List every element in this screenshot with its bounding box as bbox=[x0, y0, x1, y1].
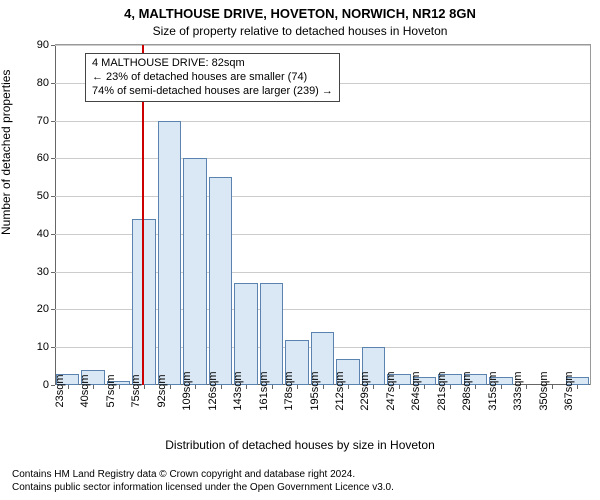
x-tick-mark bbox=[552, 385, 553, 389]
x-tick-mark bbox=[195, 385, 196, 389]
x-tick-label: 40sqm bbox=[79, 374, 91, 407]
x-tick-label: 92sqm bbox=[156, 374, 168, 407]
y-tick-label: 0 bbox=[43, 379, 49, 391]
y-tick-label: 10 bbox=[37, 341, 49, 353]
y-tick-mark bbox=[51, 272, 55, 273]
x-tick-label: 315sqm bbox=[487, 371, 499, 410]
annotation-line: 4 MALTHOUSE DRIVE: 82sqm bbox=[92, 57, 333, 71]
x-tick-label: 281sqm bbox=[436, 371, 448, 410]
x-tick-mark bbox=[68, 385, 69, 389]
gridline bbox=[55, 121, 590, 122]
y-tick-label: 30 bbox=[37, 266, 49, 278]
plot-area: 010203040506070809023sqm40sqm57sqm75sqm9… bbox=[55, 44, 591, 385]
footer-line-2: Contains public sector information licen… bbox=[12, 482, 394, 495]
x-tick-label: 212sqm bbox=[334, 371, 346, 410]
x-tick-mark bbox=[246, 385, 247, 389]
gridline bbox=[55, 196, 590, 197]
x-tick-label: 298sqm bbox=[461, 371, 473, 410]
x-tick-label: 126sqm bbox=[207, 371, 219, 410]
x-tick-label: 75sqm bbox=[130, 374, 142, 407]
chart-subtitle: Size of property relative to detached ho… bbox=[0, 24, 600, 38]
y-axis bbox=[55, 45, 56, 385]
x-tick-mark bbox=[348, 385, 349, 389]
footer: Contains HM Land Registry data © Crown c… bbox=[12, 469, 394, 494]
x-tick-label: 143sqm bbox=[232, 371, 244, 410]
x-tick-label: 57sqm bbox=[105, 374, 117, 407]
y-tick-mark bbox=[51, 158, 55, 159]
histogram-bar bbox=[183, 158, 206, 385]
x-axis-label: Distribution of detached houses by size … bbox=[0, 438, 600, 452]
annotation-line: ← 23% of detached houses are smaller (74… bbox=[92, 71, 333, 85]
y-tick-label: 80 bbox=[37, 77, 49, 89]
y-tick-label: 70 bbox=[37, 115, 49, 127]
x-tick-mark bbox=[144, 385, 145, 389]
y-tick-label: 90 bbox=[37, 39, 49, 51]
x-tick-mark bbox=[399, 385, 400, 389]
x-tick-label: 247sqm bbox=[385, 371, 397, 410]
x-tick-mark bbox=[170, 385, 171, 389]
histogram-bar bbox=[132, 219, 155, 385]
y-tick-mark bbox=[51, 121, 55, 122]
x-tick-mark bbox=[93, 385, 94, 389]
x-tick-mark bbox=[501, 385, 502, 389]
y-tick-mark bbox=[51, 309, 55, 310]
histogram-bar bbox=[260, 283, 283, 385]
x-tick-label: 264sqm bbox=[410, 371, 422, 410]
x-tick-label: 161sqm bbox=[258, 371, 270, 410]
x-tick-mark bbox=[526, 385, 527, 389]
x-tick-mark bbox=[577, 385, 578, 389]
x-tick-label: 178sqm bbox=[283, 371, 295, 410]
y-tick-mark bbox=[51, 196, 55, 197]
y-tick-label: 60 bbox=[37, 152, 49, 164]
y-tick-mark bbox=[51, 234, 55, 235]
x-tick-label: 23sqm bbox=[54, 374, 66, 407]
gridline bbox=[55, 158, 590, 159]
histogram-bar bbox=[209, 177, 232, 385]
x-tick-mark bbox=[297, 385, 298, 389]
annotation-box: 4 MALTHOUSE DRIVE: 82sqm← 23% of detache… bbox=[85, 53, 340, 102]
x-tick-label: 109sqm bbox=[181, 371, 193, 410]
gridline bbox=[55, 45, 590, 46]
histogram-bar bbox=[158, 121, 181, 385]
annotation-line: 74% of semi-detached houses are larger (… bbox=[92, 85, 333, 99]
chart-title: 4, MALTHOUSE DRIVE, HOVETON, NORWICH, NR… bbox=[0, 6, 600, 21]
x-tick-mark bbox=[323, 385, 324, 389]
x-tick-mark bbox=[221, 385, 222, 389]
y-tick-label: 50 bbox=[37, 190, 49, 202]
y-tick-mark bbox=[51, 347, 55, 348]
footer-line-1: Contains HM Land Registry data © Crown c… bbox=[12, 469, 394, 482]
x-tick-mark bbox=[450, 385, 451, 389]
chart-container: 4, MALTHOUSE DRIVE, HOVETON, NORWICH, NR… bbox=[0, 0, 600, 500]
x-tick-label: 229sqm bbox=[359, 371, 371, 410]
y-tick-label: 40 bbox=[37, 228, 49, 240]
x-tick-mark bbox=[119, 385, 120, 389]
y-tick-mark bbox=[51, 45, 55, 46]
y-tick-label: 20 bbox=[37, 303, 49, 315]
histogram-bar bbox=[234, 283, 257, 385]
x-tick-mark bbox=[373, 385, 374, 389]
y-tick-mark bbox=[51, 83, 55, 84]
x-tick-mark bbox=[272, 385, 273, 389]
x-tick-mark bbox=[475, 385, 476, 389]
x-tick-label: 195sqm bbox=[309, 371, 321, 410]
x-tick-label: 367sqm bbox=[563, 371, 575, 410]
x-tick-mark bbox=[424, 385, 425, 389]
y-axis-label: Number of detached properties bbox=[0, 70, 13, 235]
x-tick-label: 333sqm bbox=[512, 371, 524, 410]
x-tick-label: 350sqm bbox=[538, 371, 550, 410]
